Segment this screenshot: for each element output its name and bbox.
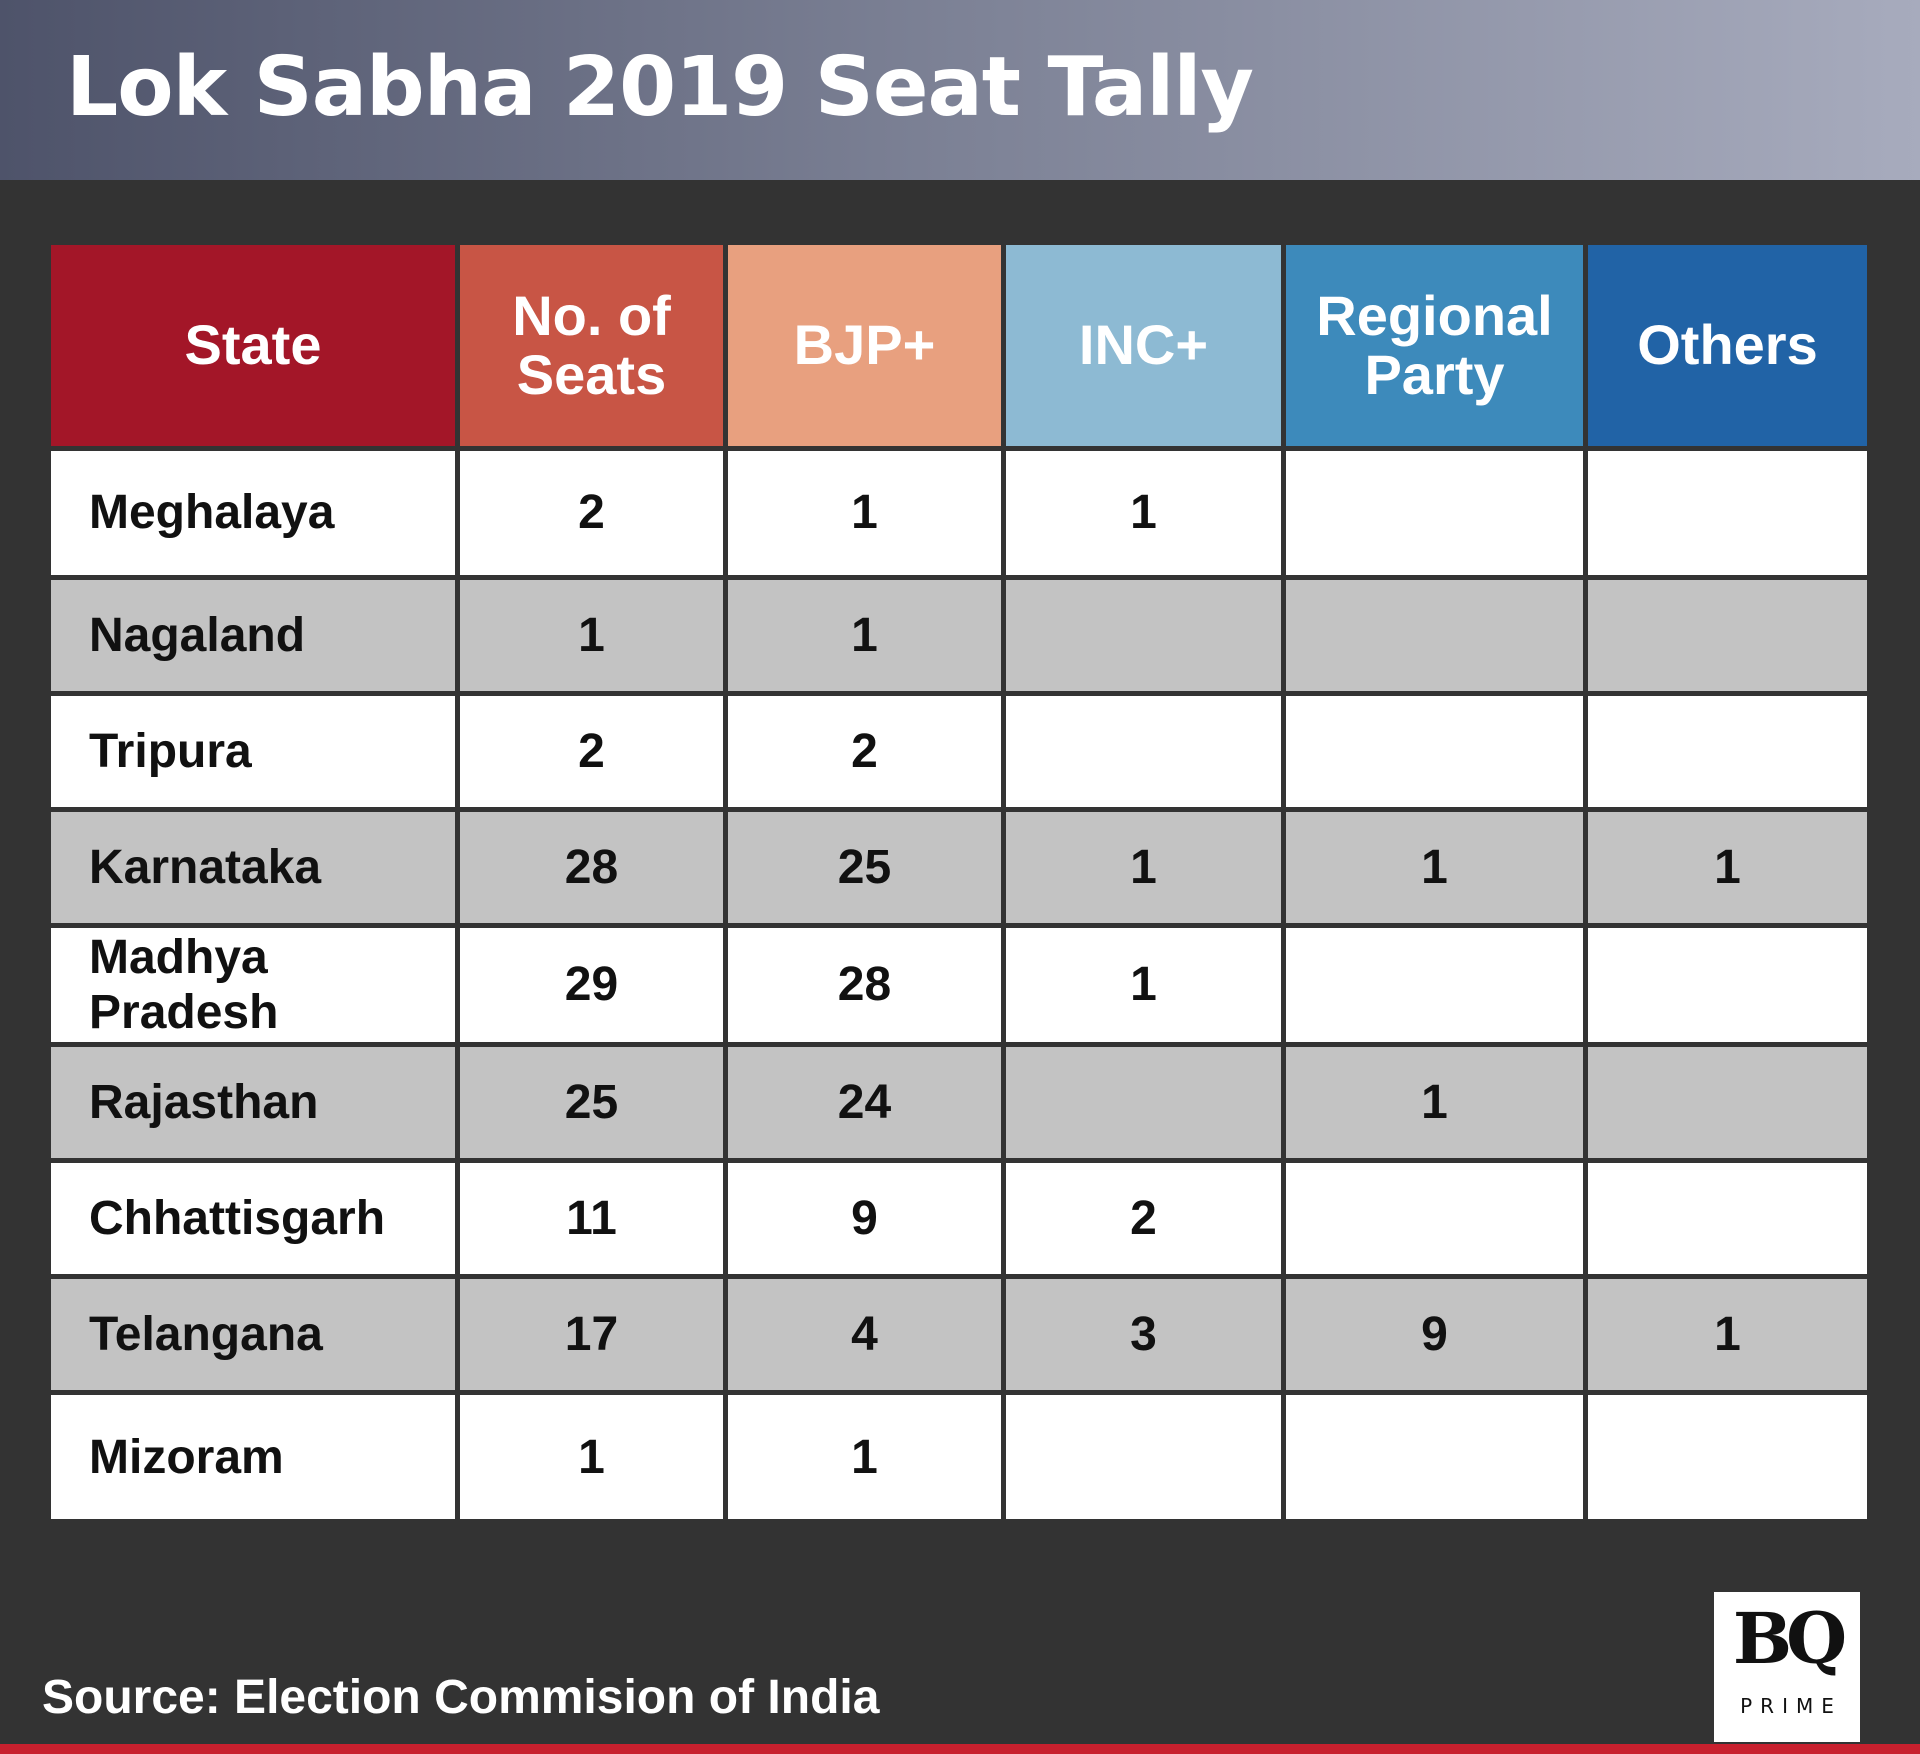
- header-no-of-seats: No. of Seats: [455, 240, 728, 451]
- table-row: Telangana 17 4 3 9 1: [46, 1274, 1872, 1396]
- cell-seats: 1: [455, 1390, 728, 1524]
- cell-inc: 2: [1001, 1158, 1286, 1280]
- seat-tally-table: State No. of Seats BJP+ INC+ Regional Party Oth…: [46, 240, 1872, 1524]
- cell-others: [1583, 1390, 1872, 1524]
- cell-inc: [1001, 690, 1286, 812]
- cell-seats: 29: [455, 922, 728, 1048]
- cell-seats: 2: [455, 446, 728, 580]
- cell-bjp: 28: [723, 922, 1006, 1048]
- table-row: Meghalaya 2 1 1: [46, 446, 1872, 580]
- table-row: Tripura 2 2: [46, 690, 1872, 812]
- table-header-row: State No. of Seats BJP+ INC+ Regional Party Oth…: [46, 240, 1872, 451]
- cell-regional: 1: [1281, 1042, 1588, 1164]
- cell-regional: [1281, 1390, 1588, 1524]
- cell-state: Rajasthan: [46, 1042, 460, 1164]
- cell-regional: 1: [1281, 806, 1588, 928]
- header-inc: INC+: [1001, 240, 1286, 451]
- cell-inc: 1: [1001, 806, 1286, 928]
- table-body: Meghalaya 2 1 1 Nagaland 1 1 Tripura 2 2 Karnataka…: [46, 446, 1872, 1524]
- header-regional-party: Regional Party: [1281, 240, 1588, 451]
- cell-others: 1: [1583, 806, 1872, 928]
- table-row: Chhattisgarh 11 9 2: [46, 1158, 1872, 1280]
- cell-regional: [1281, 446, 1588, 580]
- cell-seats: 1: [455, 574, 728, 696]
- cell-others: 1: [1583, 1274, 1872, 1396]
- bottom-accent-line: [0, 1744, 1920, 1754]
- table-row: Mizoram 1 1: [46, 1390, 1872, 1524]
- cell-others: [1583, 922, 1872, 1048]
- cell-regional: [1281, 1158, 1588, 1280]
- table-row: Madhya Pradesh 29 28 1: [46, 922, 1872, 1048]
- cell-seats: 11: [455, 1158, 728, 1280]
- cell-regional: [1281, 574, 1588, 696]
- source-note: Source: Election Commision of India: [42, 1671, 880, 1724]
- header-bjp: BJP+: [723, 240, 1006, 451]
- cell-regional: [1281, 922, 1588, 1048]
- cell-inc: [1001, 1042, 1286, 1164]
- cell-state: Tripura: [46, 690, 460, 812]
- cell-state: Nagaland: [46, 574, 460, 696]
- header-others: Others: [1583, 240, 1872, 451]
- cell-state: Meghalaya: [46, 446, 460, 580]
- cell-inc: 3: [1001, 1274, 1286, 1396]
- table-row: Nagaland 1 1: [46, 574, 1872, 696]
- cell-state: Chhattisgarh: [46, 1158, 460, 1280]
- cell-bjp: 1: [723, 1390, 1006, 1524]
- cell-state: Madhya Pradesh: [46, 922, 460, 1048]
- cell-seats: 2: [455, 690, 728, 812]
- cell-state: Karnataka: [46, 806, 460, 928]
- table-row: Karnataka 28 25 1 1 1: [46, 806, 1872, 928]
- cell-regional: 9: [1281, 1274, 1588, 1396]
- title-banner: [0, 0, 1920, 180]
- cell-bjp: 1: [723, 574, 1006, 696]
- cell-bjp: 2: [723, 690, 1006, 812]
- bq-prime-logo: BQ PRIME: [1714, 1592, 1860, 1742]
- header-state: State: [46, 240, 460, 451]
- cell-bjp: 4: [723, 1274, 1006, 1396]
- cell-state: Telangana: [46, 1274, 460, 1396]
- page-title: Lok Sabha 2019 Seat Tally: [66, 40, 1254, 135]
- cell-others: [1583, 446, 1872, 580]
- cell-others: [1583, 690, 1872, 812]
- cell-inc: 1: [1001, 922, 1286, 1048]
- cell-seats: 28: [455, 806, 728, 928]
- cell-inc: 1: [1001, 446, 1286, 580]
- cell-state: Mizoram: [46, 1390, 460, 1524]
- cell-bjp: 9: [723, 1158, 1006, 1280]
- table-row: Rajasthan 25 24 1: [46, 1042, 1872, 1164]
- cell-seats: 17: [455, 1274, 728, 1396]
- logo-subtitle: PRIME: [1740, 1694, 1842, 1718]
- cell-others: [1583, 574, 1872, 696]
- cell-bjp: 25: [723, 806, 1006, 928]
- cell-regional: [1281, 690, 1588, 812]
- logo-mark: BQ: [1732, 1597, 1847, 1680]
- cell-bjp: 24: [723, 1042, 1006, 1164]
- cell-inc: [1001, 1390, 1286, 1524]
- cell-bjp: 1: [723, 446, 1006, 580]
- cell-others: [1583, 1042, 1872, 1164]
- cell-seats: 25: [455, 1042, 728, 1164]
- cell-others: [1583, 1158, 1872, 1280]
- cell-inc: [1001, 574, 1286, 696]
